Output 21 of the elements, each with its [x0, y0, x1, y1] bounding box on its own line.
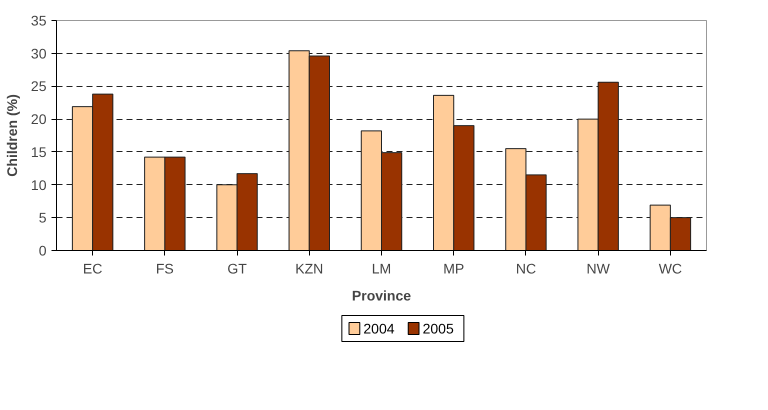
- y-tick-label: 0: [38, 242, 47, 258]
- x-tick-label: NC: [516, 260, 536, 276]
- x-tick-label: WC: [658, 260, 682, 276]
- x-tick-label: MP: [443, 260, 464, 276]
- x-axis-title: Province: [352, 288, 412, 304]
- x-tick-label: FS: [156, 260, 174, 276]
- x-tick-label: EC: [82, 260, 102, 276]
- legend-label: 2005: [422, 320, 454, 336]
- y-tick-label: 10: [30, 176, 47, 193]
- y-tick-label: 5: [38, 210, 47, 226]
- y-axis-title: Children (%): [4, 94, 20, 177]
- y-tick-label: 15: [30, 144, 47, 160]
- x-tick-label: LM: [372, 260, 392, 276]
- x-tick-label: KZN: [295, 260, 324, 276]
- x-tick-label: NW: [586, 260, 611, 276]
- y-tick-label: 25: [30, 78, 47, 94]
- x-tick-label: GT: [227, 260, 248, 276]
- y-tick-label: 20: [30, 111, 47, 128]
- legend-label: 2004: [363, 320, 395, 336]
- y-tick-label: 35: [30, 12, 47, 28]
- y-tick-label: 30: [30, 45, 47, 62]
